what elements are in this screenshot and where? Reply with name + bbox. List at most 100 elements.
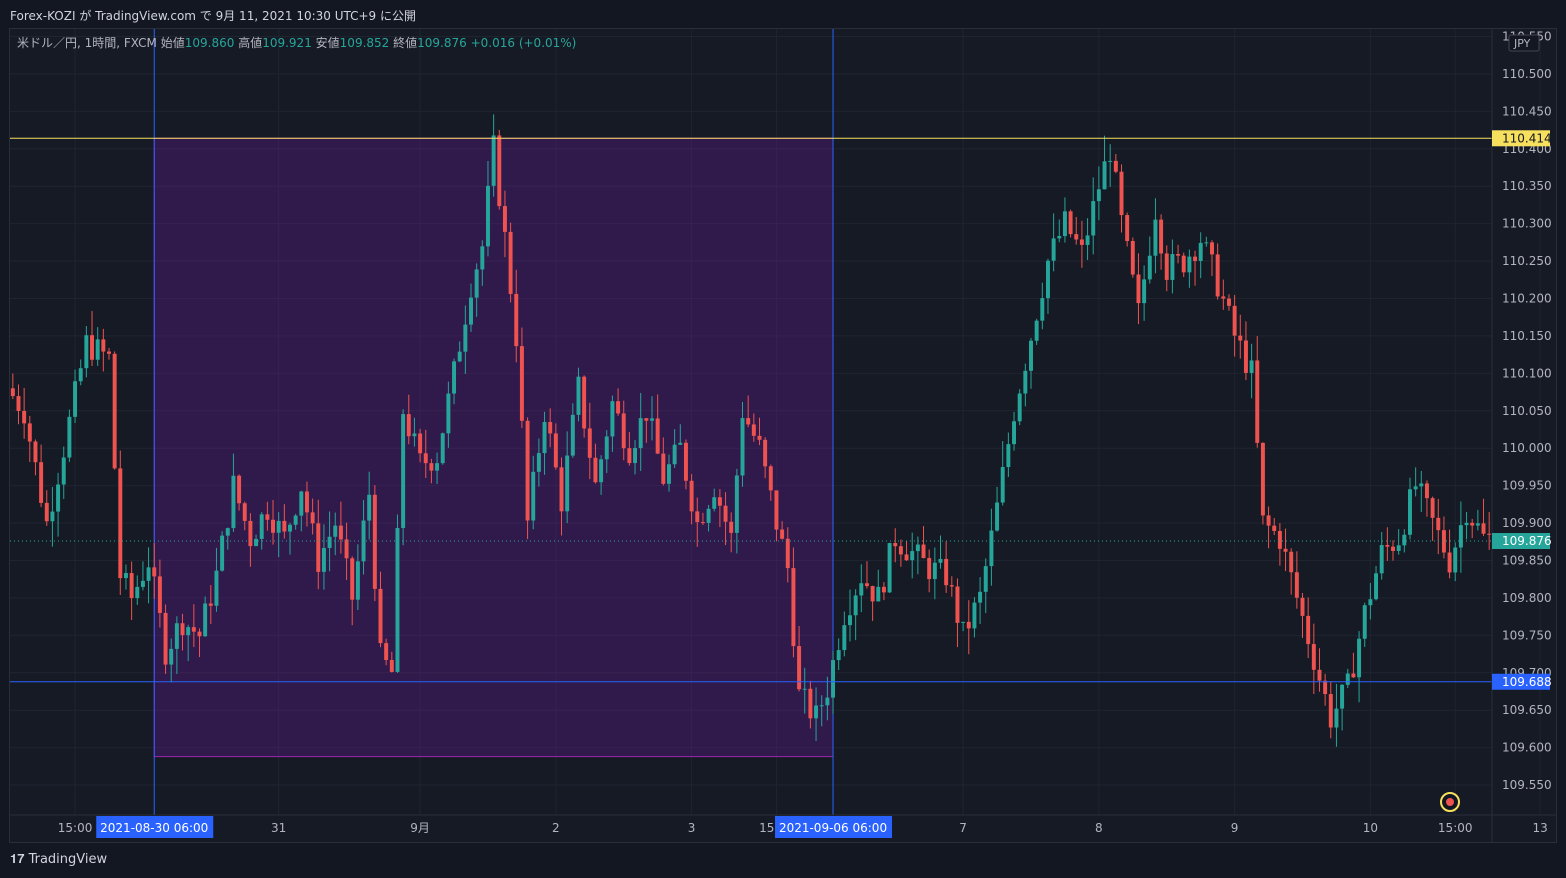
candle-body [802,688,807,690]
candle-body [1430,498,1435,518]
candle-body [1306,615,1311,645]
candle-body [1453,547,1458,573]
symbol-name: 米ドル／円, 1時間, FXCM [17,36,157,50]
candle-body [1221,296,1226,299]
candle-body [1113,160,1118,172]
candle-body [819,705,824,707]
candle-body [859,583,864,596]
candle-body [440,433,445,464]
candle-body [553,433,558,468]
y-tick-label: 110.250 [1502,254,1552,268]
candle-body [140,580,145,587]
candle-body [972,602,977,629]
candle-body [1159,219,1164,254]
candle-body [1374,573,1379,600]
chart-frame[interactable] [9,28,1557,843]
candle-body [310,512,315,524]
candle-body [887,543,892,593]
candle-body [1102,161,1107,190]
tradingview-logo[interactable]: 𝟏𝟕 TradingView [10,852,107,867]
candle-body [525,420,530,521]
candle-body [293,515,298,525]
candle-body [1289,551,1294,573]
candle-body [480,246,485,270]
candle-body [112,353,117,469]
candle-body [1068,211,1073,235]
candle-body [423,453,428,464]
last-price-tag-bg [1492,533,1550,550]
candle-body [915,544,920,552]
candle-body [932,562,937,580]
candle-body [570,414,575,456]
candle-body [1125,215,1130,242]
candle-body [225,528,230,536]
candle-body [814,705,819,719]
y-tick-label: 109.900 [1502,516,1552,530]
candle-body [1317,669,1322,681]
candle-body [508,231,513,294]
candle-body [169,648,174,665]
candle-body [1368,599,1373,606]
candle-body [1153,219,1158,256]
candle-body [186,627,191,636]
candle-body [1300,597,1305,616]
candle-body [1362,605,1367,639]
candle-body [242,503,247,521]
candle-body [321,548,326,572]
candle-body [248,520,253,547]
level-price-tag-bg [1492,673,1550,690]
candle-body [372,494,377,589]
logo-mark-icon: 𝟏𝟕 [10,852,29,867]
candle-body [836,650,841,661]
candles [10,114,1492,747]
candle-body [1198,242,1203,261]
y-tick-label: 110.200 [1502,291,1552,305]
candle-body [548,422,553,434]
candle-body [338,525,343,540]
candle-body [672,444,677,465]
candle-body [848,615,852,626]
candle-body [1283,548,1288,552]
candle-body [474,269,479,298]
candle-body [1085,235,1090,245]
candle-body [237,475,242,504]
candle-body [610,401,615,437]
candle-body [1136,274,1141,304]
x-tick-label: 9 [1231,821,1239,835]
candle-body [1470,522,1475,526]
candle-body [446,393,451,434]
candle-body [780,529,785,539]
candle-body [1045,260,1050,299]
candle-body [129,573,134,599]
candle-body [616,401,621,414]
candle-body [78,368,83,382]
y-tick-label: 109.850 [1502,553,1552,567]
candle-body [271,519,276,533]
y-tick-label: 110.450 [1502,104,1552,118]
candle-body [893,543,898,547]
candle-body [949,585,954,587]
candle-body [485,185,490,247]
currency-box [1508,34,1540,52]
candle-body [740,418,745,476]
candle-body [180,623,185,636]
candle-body [712,497,717,509]
candle-body [163,612,168,665]
candle-body [604,436,609,460]
candle-body [259,514,264,539]
candle-body [361,520,366,562]
x-tick-label: 8 [1095,821,1103,835]
footer-bar [0,845,1566,878]
x-tick-label: 31 [271,821,286,835]
level-price-tag: 110.414 [1502,131,1552,145]
candle-body [1311,644,1316,670]
candle-body [842,625,847,651]
y-tick-label: 109.600 [1502,741,1552,755]
candle-body [978,591,983,603]
candle-body [463,324,468,352]
candle-body [214,570,219,606]
candle-body [1475,523,1480,526]
candle-body [1424,483,1429,499]
candle-body [10,388,15,397]
